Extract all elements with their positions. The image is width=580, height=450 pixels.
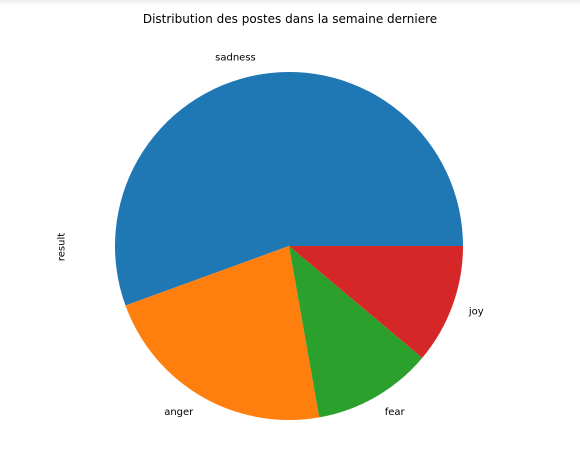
pie-slice-anger	[125, 246, 320, 421]
slice-label-fear: fear	[385, 407, 406, 418]
top-bar	[0, 0, 580, 6]
slice-label-joy: joy	[468, 306, 484, 317]
pie-slice-joy	[289, 246, 464, 358]
slice-label-sadness: sadness	[215, 53, 256, 64]
chart-title: Distribution des postes dans la semaine …	[142, 12, 438, 26]
pie-slice-sadness	[114, 72, 464, 306]
pie-slice-fear	[289, 246, 423, 418]
slice-label-anger: anger	[164, 407, 194, 418]
